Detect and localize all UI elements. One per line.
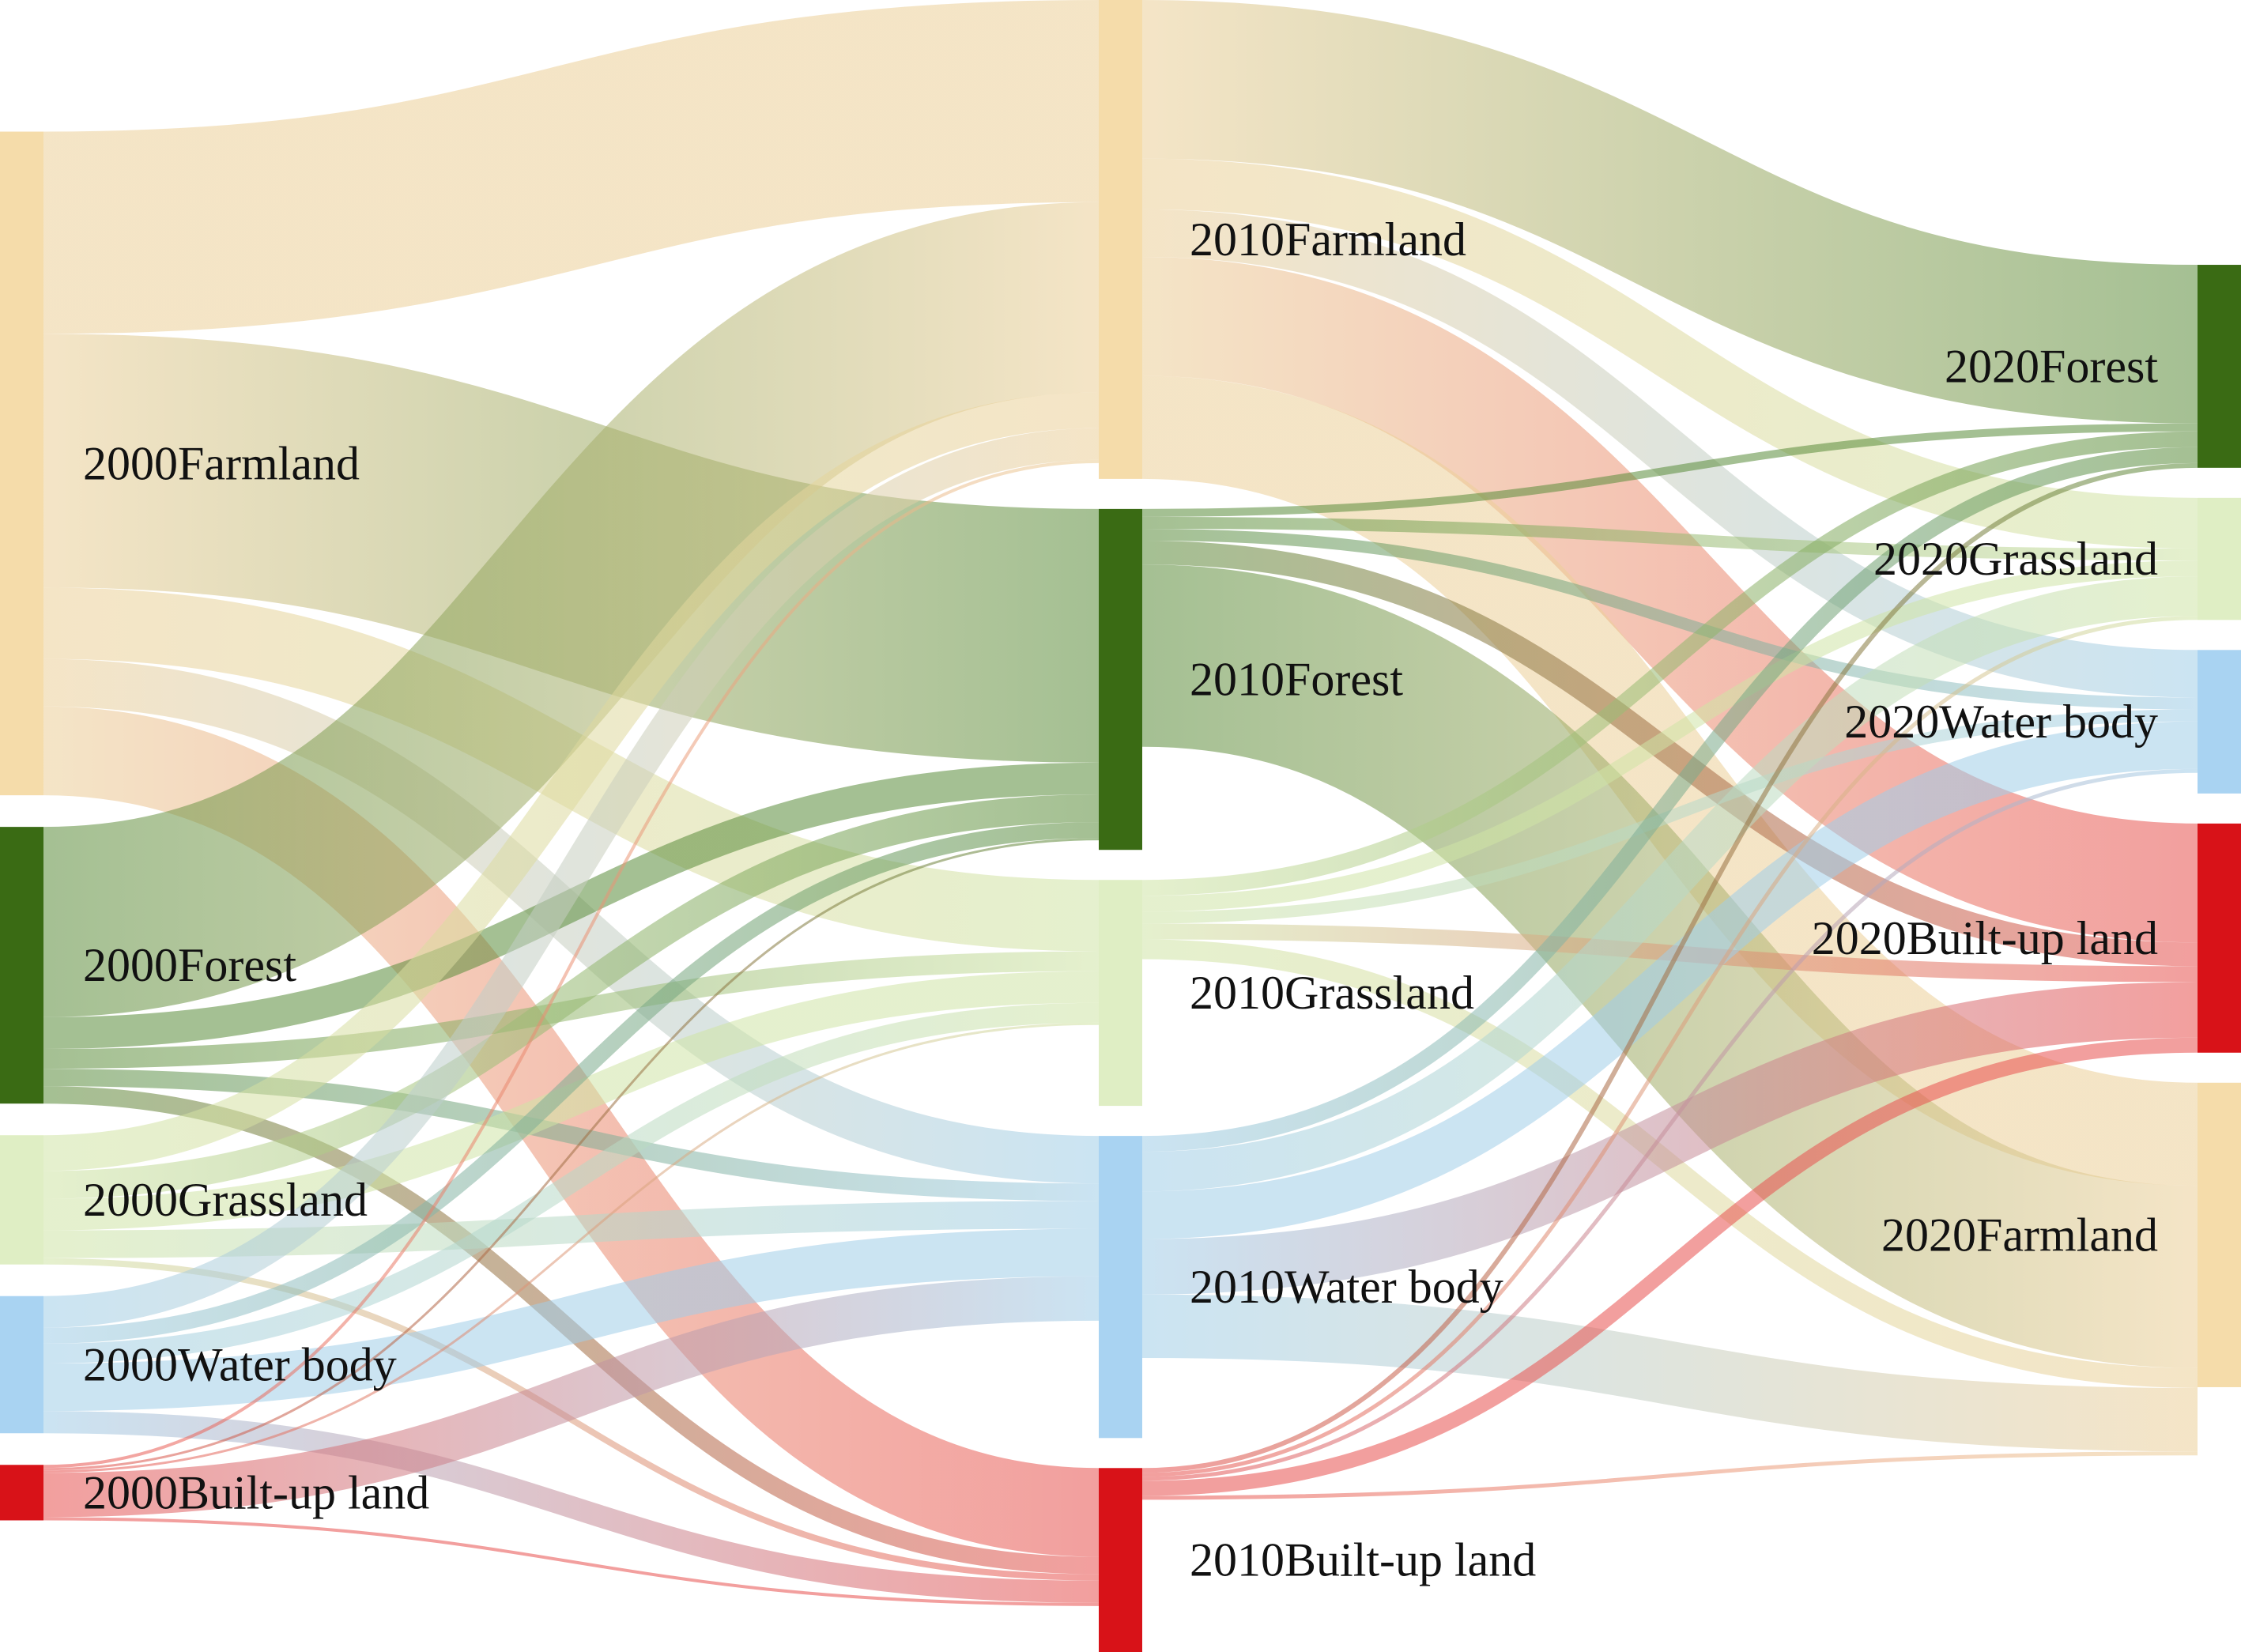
link-2010forest-to-2020water-body — [1141, 528, 2198, 710]
node-2000farmland — [0, 131, 43, 796]
link-2000water-body-to-2010forest — [43, 822, 1100, 1344]
link-2000water-body-to-2010built-up-land — [43, 1411, 1100, 1603]
node-label-2010farmland: 2010Farmland — [1190, 213, 1466, 266]
node-2000forest — [0, 827, 43, 1104]
link-2000water-body-to-2010farmland — [43, 428, 1100, 1328]
node-label-2020farmland: 2020Farmland — [1881, 1209, 2158, 1261]
link-2010water-body-to-2020grassland — [1141, 576, 2198, 1192]
link-2010forest-to-2020grassland — [1141, 516, 2198, 561]
node-2000water-body — [0, 1296, 43, 1434]
link-2010forest-to-2020forest — [1141, 423, 2198, 517]
link-2010built-up-land-to-2020water-body — [1141, 768, 2198, 1481]
node-label-2000forest: 2000Forest — [83, 939, 296, 991]
labels-layer: 2000Farmland 2000Forest 2000Grassland 2000W… — [83, 213, 2158, 1586]
link-2000grassland-to-2010farmland — [43, 392, 1100, 1171]
link-2000grassland-to-2010forest — [43, 794, 1100, 1199]
node-label-2000water-body: 2000Water body — [83, 1338, 397, 1390]
link-2010water-body-to-2020farmland — [1141, 1294, 2198, 1452]
node-2010water-body — [1099, 1136, 1142, 1439]
node-label-2000grassland: 2000Grassland — [83, 1174, 368, 1226]
node-2020water-body — [2198, 650, 2241, 794]
node-2020built-up-land — [2198, 823, 2241, 1053]
link-2000built-up-land-to-2010forest — [43, 838, 1100, 1471]
node-2000grassland — [0, 1135, 43, 1265]
link-2010grassland-to-2020water-body — [1141, 709, 2198, 924]
node-label-2000farmland: 2000Farmland — [83, 437, 360, 489]
node-label-2020grassland: 2020Grassland — [1873, 533, 2158, 585]
link-2010water-body-to-2020water-body — [1141, 721, 2198, 1239]
link-2000built-up-land-to-2010farmland — [43, 459, 1100, 1469]
node-2020farmland — [2198, 1082, 2241, 1387]
node-label-2020water-body: 2020Water body — [1844, 696, 2158, 748]
link-2010built-up-land-to-2020farmland — [1141, 1451, 2198, 1500]
node-label-2010grassland: 2010Grassland — [1190, 967, 1474, 1019]
node-2000built-up-land — [0, 1465, 43, 1521]
link-2000water-body-to-2010water-body — [43, 1228, 1100, 1412]
node-label-2020built-up-land: 2020Built-up land — [1812, 912, 2158, 964]
node-label-2000built-up-land: 2000Built-up land — [83, 1466, 429, 1518]
link-2000water-body-to-2010grassland — [43, 1002, 1100, 1363]
link-2010farmland-to-2020built-up-land — [1141, 257, 2198, 943]
node-2020forest — [2198, 265, 2241, 468]
link-2000forest-to-2010farmland — [42, 202, 1100, 1017]
node-label-2010built-up-land: 2010Built-up land — [1190, 1534, 1536, 1586]
link-2000built-up-land-to-2010built-up-land — [43, 1517, 1100, 1606]
link-2010water-body-to-2020forest — [1141, 447, 2198, 1152]
link-2010farmland-to-2020forest — [1141, 0, 2198, 424]
link-2010grassland-to-2020grassland — [1141, 560, 2198, 912]
node-label-2010forest: 2010Forest — [1190, 654, 1403, 706]
link-2010farmland-to-2020farmland — [1141, 375, 2198, 1186]
node-2010built-up-land — [1099, 1468, 1142, 1652]
link-2010built-up-land-to-2020grassland — [1141, 616, 2198, 1477]
node-2010grassland — [1099, 880, 1142, 1107]
link-2000forest-to-2010water-body — [43, 1069, 1100, 1201]
node-2010farmland — [1099, 0, 1142, 479]
node-2020grassland — [2198, 497, 2241, 620]
link-2000built-up-land-to-2010grassland — [43, 1022, 1100, 1473]
links-layer — [42, 0, 2199, 1606]
node-label-2020forest: 2020Forest — [1945, 340, 2158, 392]
node-2010forest — [1099, 508, 1142, 851]
link-2000built-up-land-to-2010water-body — [43, 1276, 1100, 1518]
link-2010water-body-to-2020built-up-land — [1141, 982, 2198, 1295]
link-2010built-up-land-to-2020forest — [1141, 462, 2198, 1473]
link-2000grassland-to-2010grassland — [43, 971, 1100, 1231]
link-2010grassland-to-2020forest — [1141, 431, 2198, 896]
link-2000farmland-to-2010farmland — [43, 0, 1100, 334]
node-label-2010water-body: 2010Water body — [1190, 1261, 1503, 1313]
link-2010built-up-land-to-2020built-up-land — [1141, 1037, 2198, 1496]
link-2010forest-to-2020built-up-land — [1141, 541, 2198, 967]
